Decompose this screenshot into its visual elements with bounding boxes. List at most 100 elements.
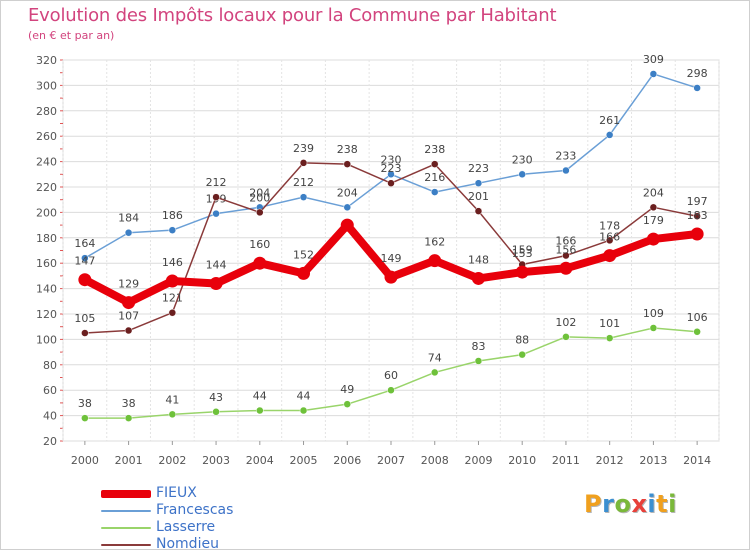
x-tick-label: 2009: [464, 454, 492, 467]
data-point: [690, 227, 704, 241]
logo-letter: o: [614, 490, 632, 518]
data-point: [603, 249, 617, 263]
data-label: 144: [206, 259, 227, 272]
legend-swatch: [101, 527, 151, 529]
data-point: [343, 160, 352, 168]
data-label: 164: [74, 237, 95, 250]
legend-swatch: [101, 510, 151, 512]
x-tick-label: 2012: [596, 454, 624, 467]
logo-letter: x: [631, 490, 648, 518]
data-point: [387, 179, 395, 187]
data-point: [474, 207, 483, 215]
data-point: [299, 406, 308, 415]
series-francescas: 1641841861992042122042302162232302332613…: [74, 53, 708, 262]
data-label: 149: [381, 252, 402, 265]
data-label: 156: [555, 243, 576, 256]
x-tick-label: 2005: [290, 454, 318, 467]
data-label: 44: [297, 390, 311, 403]
legend-swatch: [101, 490, 151, 498]
data-point: [168, 226, 177, 234]
data-point: [124, 414, 133, 422]
data-point: [428, 254, 442, 268]
data-point: [430, 160, 439, 168]
y-tick-label: 320: [36, 54, 57, 67]
data-label: 230: [512, 153, 533, 166]
y-tick-label: 160: [36, 257, 57, 270]
data-point: [518, 170, 526, 179]
data-label: 162: [424, 236, 445, 249]
data-point: [340, 218, 354, 232]
data-label: 101: [599, 317, 620, 330]
data-label: 152: [293, 248, 314, 261]
x-tick-label: 2001: [115, 454, 143, 467]
data-label: 102: [555, 316, 576, 329]
data-point: [124, 326, 133, 335]
x-tick-label: 2013: [639, 454, 667, 467]
y-tick-label: 180: [36, 232, 57, 245]
x-tick-label: 2014: [683, 454, 711, 467]
data-label: 44: [253, 390, 267, 403]
data-point: [297, 266, 311, 280]
data-point: [605, 236, 614, 245]
data-point: [605, 131, 614, 139]
data-point: [693, 212, 701, 220]
data-label: 204: [643, 186, 664, 199]
data-point: [471, 271, 485, 285]
data-label: 60: [384, 369, 398, 382]
data-point: [649, 70, 658, 78]
data-label: 238: [424, 143, 445, 156]
data-label: 223: [381, 162, 402, 175]
y-tick-label: 240: [36, 156, 57, 169]
data-point: [387, 386, 395, 394]
data-point: [605, 334, 614, 342]
data-point: [81, 254, 89, 262]
data-point: [649, 203, 658, 212]
data-label: 148: [468, 253, 489, 266]
data-label: 147: [74, 255, 95, 268]
y-tick-label: 120: [36, 308, 57, 321]
data-label: 88: [515, 334, 529, 347]
data-label: 201: [468, 190, 489, 203]
data-label: 261: [599, 114, 620, 127]
y-tick-label: 60: [43, 384, 57, 397]
data-label: 166: [599, 231, 620, 244]
data-point: [299, 159, 308, 167]
data-label: 178: [599, 219, 620, 232]
data-label: 129: [118, 278, 139, 291]
chart-subtitle: (en € et par an): [28, 29, 115, 42]
data-label: 298: [687, 67, 708, 80]
data-label: 197: [687, 195, 708, 208]
data-point: [430, 188, 439, 196]
data-point: [168, 308, 177, 317]
data-point: [212, 193, 220, 201]
data-label: 212: [206, 176, 227, 189]
data-label: 230: [381, 153, 402, 166]
data-point: [212, 408, 220, 416]
data-point: [122, 296, 136, 310]
x-tick-label: 2008: [421, 454, 449, 467]
data-label: 239: [293, 142, 314, 155]
data-label: 212: [293, 176, 314, 189]
data-point: [343, 400, 352, 408]
data-point: [256, 208, 264, 217]
data-point: [474, 179, 483, 187]
logo-letter: i: [647, 490, 657, 518]
data-label: 109: [643, 307, 664, 320]
data-label: 49: [340, 383, 354, 396]
data-point: [562, 251, 570, 260]
data-point: [256, 406, 264, 415]
data-point: [253, 256, 267, 270]
data-label: 186: [162, 209, 183, 222]
data-label: 223: [468, 162, 489, 175]
data-label: 83: [471, 340, 485, 353]
x-tick-label: 2004: [246, 454, 274, 467]
data-point: [209, 277, 223, 291]
data-label: 160: [249, 238, 270, 251]
logo-letter: t: [656, 490, 669, 518]
data-label: 38: [78, 397, 92, 410]
data-point: [562, 333, 570, 341]
